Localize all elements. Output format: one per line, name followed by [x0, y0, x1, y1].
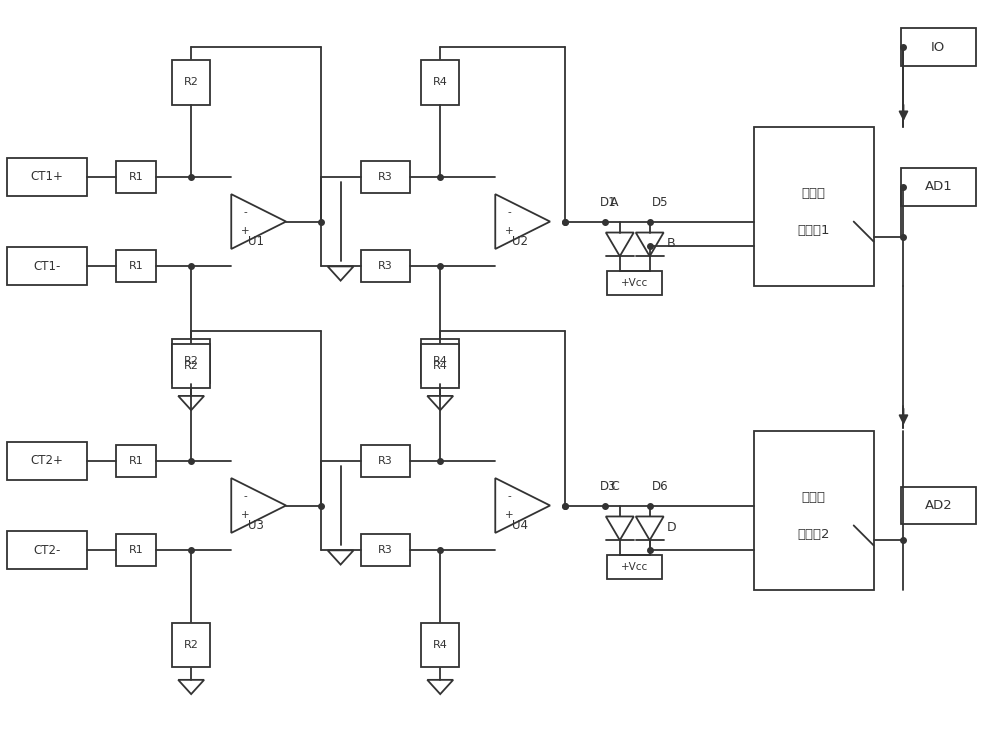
Text: 选开关2: 选开关2 — [798, 528, 830, 541]
Text: R3: R3 — [378, 172, 393, 182]
Bar — [901, 28, 976, 66]
Text: R2: R2 — [184, 356, 199, 366]
Bar — [607, 555, 662, 579]
Bar — [361, 251, 410, 282]
Text: R2: R2 — [184, 361, 199, 371]
Text: R3: R3 — [378, 456, 393, 466]
Text: 选开关1: 选开关1 — [798, 224, 830, 237]
Text: R4: R4 — [433, 77, 448, 87]
Text: CT2-: CT2- — [33, 544, 60, 557]
Bar — [421, 344, 459, 389]
Bar — [7, 442, 87, 480]
Bar — [754, 127, 874, 286]
Text: 两路复: 两路复 — [802, 187, 826, 201]
Text: D1: D1 — [600, 195, 617, 209]
Bar — [7, 531, 87, 569]
Bar — [607, 272, 662, 295]
Text: AD1: AD1 — [924, 181, 952, 193]
Text: +: + — [241, 226, 249, 236]
Bar — [361, 534, 410, 566]
Bar — [7, 158, 87, 195]
Text: R1: R1 — [129, 172, 144, 182]
Text: U3: U3 — [248, 519, 264, 532]
Text: C: C — [610, 480, 619, 492]
Bar — [7, 248, 87, 285]
Text: R4: R4 — [433, 361, 448, 371]
Text: R1: R1 — [129, 545, 144, 555]
Bar — [172, 60, 210, 104]
Text: D3: D3 — [600, 480, 617, 492]
Bar — [172, 344, 210, 389]
Bar — [421, 339, 459, 383]
Bar — [754, 430, 874, 590]
Bar — [172, 623, 210, 668]
Bar — [172, 339, 210, 383]
Text: IO: IO — [931, 41, 945, 54]
Text: R3: R3 — [378, 545, 393, 555]
Text: -: - — [243, 491, 247, 501]
Text: +: + — [241, 510, 249, 520]
Text: B: B — [667, 237, 675, 250]
Text: D5: D5 — [652, 195, 668, 209]
Text: R2: R2 — [184, 77, 199, 87]
Bar — [116, 161, 156, 192]
Text: D: D — [667, 521, 676, 534]
Text: U1: U1 — [248, 235, 264, 248]
Text: R4: R4 — [433, 640, 448, 650]
Text: R1: R1 — [129, 261, 144, 272]
Text: U2: U2 — [512, 235, 528, 248]
Text: -: - — [507, 491, 511, 501]
Bar — [116, 534, 156, 566]
Bar — [901, 486, 976, 524]
Text: R4: R4 — [433, 356, 448, 366]
Text: CT1+: CT1+ — [30, 170, 63, 184]
Text: R2: R2 — [184, 640, 199, 650]
Text: R1: R1 — [129, 456, 144, 466]
Bar — [116, 251, 156, 282]
Text: R3: R3 — [378, 261, 393, 272]
Text: -: - — [507, 207, 511, 217]
Bar — [361, 445, 410, 477]
Text: U4: U4 — [512, 519, 528, 532]
Text: CT2+: CT2+ — [30, 454, 63, 467]
Bar — [901, 168, 976, 206]
Text: A: A — [610, 195, 618, 209]
Text: +: + — [505, 226, 513, 236]
Bar — [116, 445, 156, 477]
Text: +Vcc: +Vcc — [621, 562, 648, 572]
Text: D6: D6 — [652, 480, 668, 492]
Text: 两路复: 两路复 — [802, 491, 826, 504]
Bar — [421, 60, 459, 104]
Bar — [421, 623, 459, 668]
Text: AD2: AD2 — [924, 499, 952, 512]
Text: -: - — [243, 207, 247, 217]
Text: CT1-: CT1- — [33, 260, 60, 273]
Bar — [361, 161, 410, 192]
Text: +: + — [505, 510, 513, 520]
Text: +Vcc: +Vcc — [621, 278, 648, 288]
